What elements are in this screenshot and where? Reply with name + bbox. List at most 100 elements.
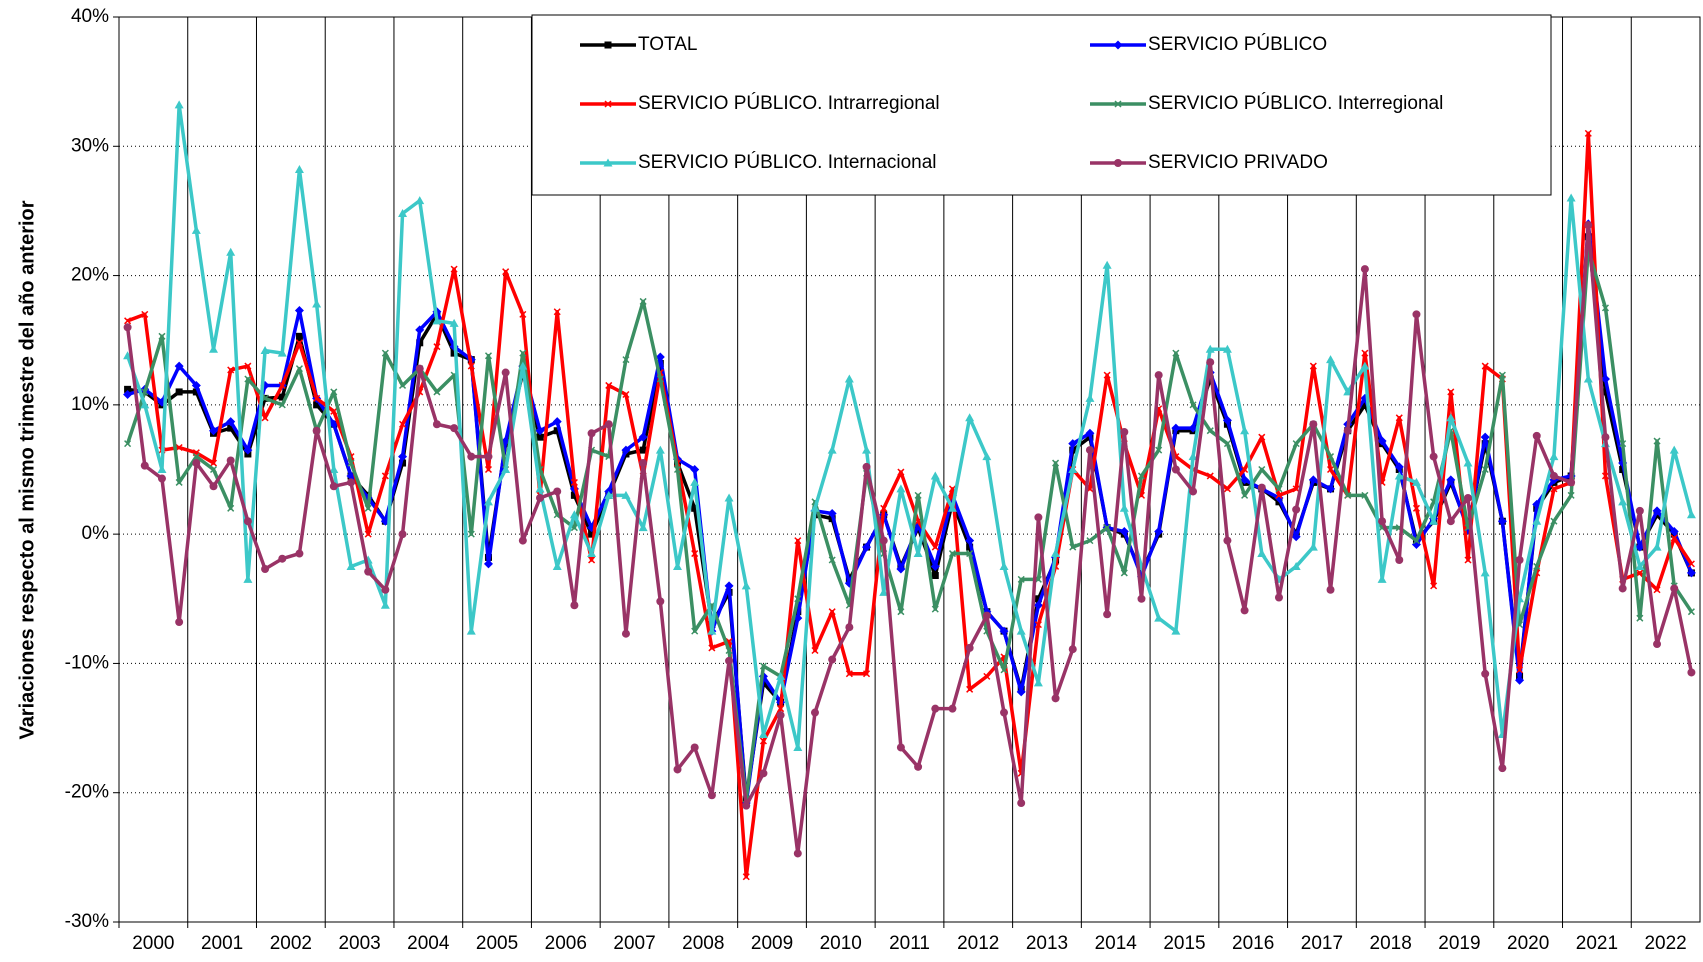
marker	[1394, 471, 1404, 480]
marker	[1222, 415, 1232, 425]
marker	[896, 564, 906, 574]
marker	[1635, 542, 1645, 552]
marker	[1034, 595, 1042, 603]
marker	[294, 165, 304, 174]
marker	[1481, 669, 1490, 678]
marker	[1326, 465, 1335, 474]
marker	[965, 643, 974, 652]
marker	[175, 443, 183, 452]
x-tick-label: 2021	[1576, 933, 1618, 954]
marker	[604, 420, 613, 429]
y-tick-label: 30%	[71, 135, 109, 156]
marker	[501, 368, 510, 377]
marker	[1103, 371, 1111, 379]
marker	[1480, 432, 1490, 442]
marker	[432, 316, 442, 325]
marker	[364, 530, 372, 538]
marker	[347, 459, 355, 467]
marker	[192, 453, 200, 461]
marker	[518, 361, 528, 370]
marker	[518, 536, 527, 545]
marker	[931, 605, 939, 613]
marker	[1308, 475, 1318, 485]
marker	[467, 452, 476, 461]
marker	[605, 381, 613, 389]
marker	[1601, 433, 1610, 442]
marker	[536, 493, 545, 502]
marker	[330, 388, 338, 396]
marker	[1584, 221, 1593, 230]
y-tick-label: -10%	[65, 652, 109, 673]
marker	[209, 426, 219, 436]
marker	[312, 299, 322, 308]
marker	[313, 394, 321, 402]
marker	[124, 317, 132, 325]
marker	[1119, 527, 1129, 537]
marker	[174, 361, 184, 371]
x-tick-label: 2000	[132, 933, 174, 954]
marker	[794, 537, 802, 545]
marker	[1618, 497, 1628, 506]
marker	[1463, 458, 1473, 467]
marker	[570, 478, 578, 486]
marker	[828, 655, 837, 664]
marker	[1205, 344, 1215, 353]
marker	[432, 420, 441, 429]
marker	[844, 374, 854, 383]
marker	[450, 265, 458, 273]
marker	[725, 646, 733, 655]
marker	[827, 445, 837, 454]
marker	[1017, 799, 1026, 808]
marker	[158, 332, 166, 340]
x-tick-label: 2004	[407, 933, 450, 954]
marker	[399, 420, 407, 428]
marker	[1635, 561, 1645, 570]
x-tick-label: 2001	[201, 933, 243, 954]
marker	[896, 743, 905, 752]
marker	[673, 765, 682, 774]
marker	[742, 801, 751, 810]
marker	[999, 561, 1009, 570]
x-tick-label: 2003	[338, 933, 380, 954]
marker	[1601, 304, 1610, 312]
marker	[1652, 542, 1662, 551]
marker	[227, 366, 235, 374]
marker	[621, 490, 631, 499]
marker	[244, 375, 252, 383]
marker	[1103, 524, 1111, 532]
y-tick-label: 20%	[71, 265, 109, 286]
x-tick-label: 2020	[1507, 933, 1549, 954]
x-tick-label: 2018	[1370, 933, 1412, 954]
marker	[1360, 265, 1369, 274]
x-tick-label: 2007	[613, 933, 655, 954]
marker	[278, 401, 286, 409]
marker	[1223, 485, 1231, 493]
marker	[1326, 484, 1336, 494]
marker	[535, 484, 545, 493]
marker	[1600, 374, 1610, 384]
marker	[295, 549, 304, 558]
marker	[1686, 568, 1696, 578]
marker	[707, 626, 717, 635]
marker	[1583, 374, 1593, 383]
marker	[1258, 433, 1266, 441]
marker	[381, 585, 390, 594]
marker	[1241, 465, 1249, 474]
marker	[638, 523, 648, 532]
marker	[141, 310, 149, 318]
marker	[1515, 556, 1524, 564]
marker	[759, 662, 767, 670]
marker	[175, 618, 184, 627]
marker	[243, 445, 253, 455]
marker	[724, 493, 734, 502]
series-line	[126, 131, 1693, 879]
marker	[1069, 543, 1077, 551]
marker	[983, 672, 991, 680]
marker	[1687, 668, 1696, 677]
marker	[793, 742, 803, 751]
marker	[621, 629, 630, 638]
marker	[1085, 428, 1095, 438]
marker	[174, 100, 184, 109]
